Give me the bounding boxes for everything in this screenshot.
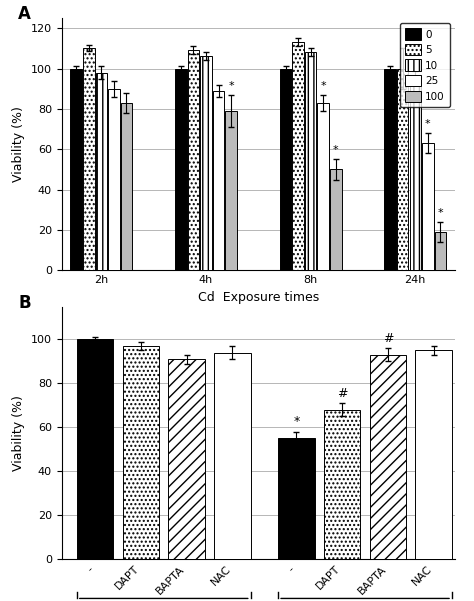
Bar [318, 103, 329, 270]
Bar [278, 438, 315, 559]
Text: *: * [438, 208, 443, 218]
Bar [292, 42, 304, 270]
Text: #: # [337, 387, 347, 400]
X-axis label: Cd  Exposure times: Cd Exposure times [198, 291, 319, 304]
Bar [71, 69, 82, 270]
Bar [422, 143, 434, 270]
Bar [324, 410, 361, 559]
Bar [225, 111, 237, 270]
Bar [168, 359, 205, 559]
Text: A: A [18, 5, 31, 23]
Bar [96, 73, 107, 270]
Bar [121, 103, 132, 270]
Bar [370, 355, 406, 559]
Bar [330, 169, 342, 270]
Text: B: B [18, 294, 31, 312]
Bar [415, 350, 452, 559]
Bar [280, 69, 292, 270]
Bar [214, 353, 251, 559]
Bar [200, 56, 212, 270]
Text: *: * [425, 119, 431, 129]
Bar [213, 91, 224, 270]
Bar [435, 232, 446, 270]
Text: #: # [383, 332, 393, 345]
Bar [384, 69, 396, 270]
Bar [410, 75, 421, 270]
Bar [83, 48, 95, 270]
Bar [305, 52, 317, 270]
Text: *: * [320, 81, 326, 91]
Legend: 0, 5, 10, 25, 100: 0, 5, 10, 25, 100 [400, 23, 450, 107]
Y-axis label: Viability (%): Viability (%) [12, 106, 25, 182]
Text: *: * [228, 81, 234, 91]
Text: *: * [333, 145, 338, 155]
Bar [123, 346, 159, 559]
Text: *: * [293, 415, 300, 429]
Bar [188, 50, 199, 270]
Bar [397, 69, 409, 270]
Y-axis label: Viability (%): Viability (%) [12, 395, 25, 471]
Bar [77, 340, 113, 559]
Bar [175, 69, 187, 270]
Bar [108, 89, 120, 270]
